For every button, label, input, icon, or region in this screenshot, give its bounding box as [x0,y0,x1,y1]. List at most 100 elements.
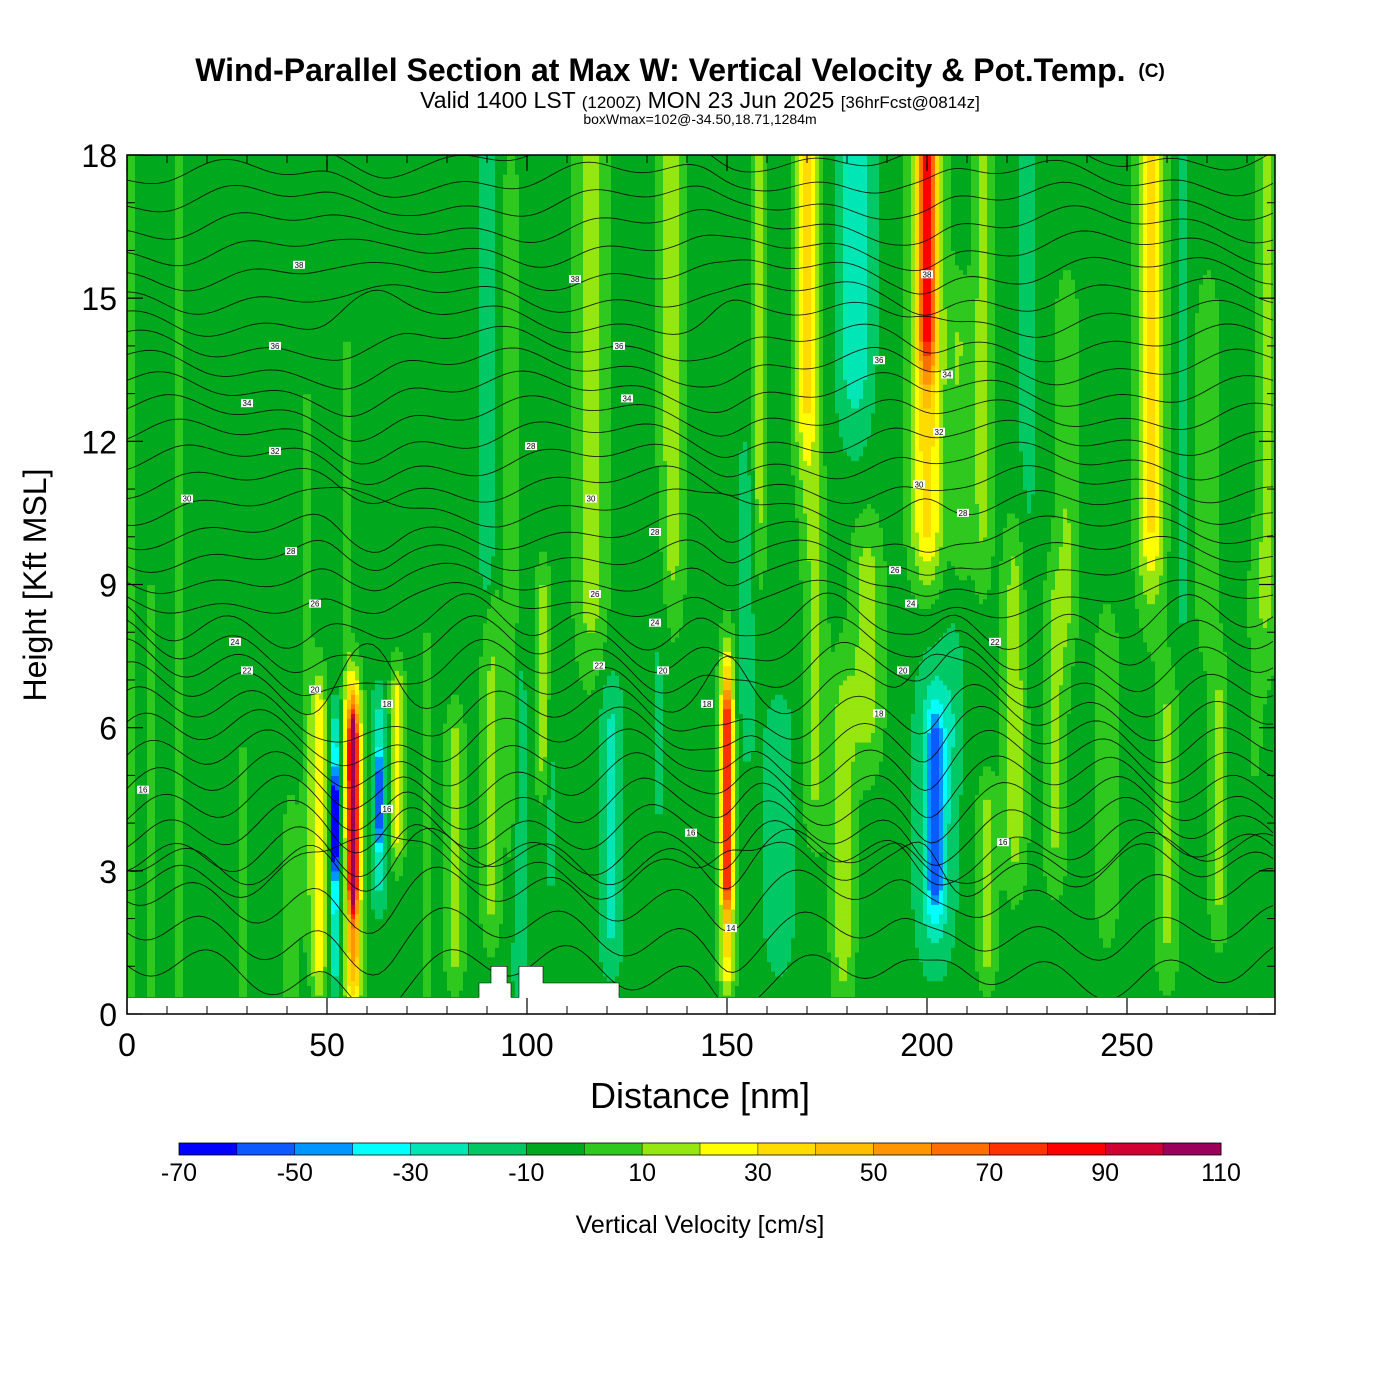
field-cell [495,866,504,872]
field-cell [819,770,836,776]
field-cell [975,899,984,905]
field-cell [735,951,740,958]
field-cell [535,713,540,719]
field-cell [939,722,944,729]
field-cell [947,971,980,977]
field-cell [739,823,764,829]
field-cell [839,961,848,967]
field-cell [431,956,444,963]
field-cell [431,808,444,815]
field-cell [607,827,616,834]
field-cell [1031,746,1044,753]
field-cell [343,866,348,872]
field-cell [315,875,324,881]
field-cell [975,856,984,862]
field-cell [487,784,496,791]
field-cell [391,713,396,719]
field-cell [431,799,444,805]
field-cell [487,813,496,819]
field-cell [735,703,740,710]
field-cell [135,842,148,848]
field-cell [739,846,764,853]
field-cell [147,827,156,834]
field-cell [303,718,308,724]
field-cell [791,746,804,753]
field-cell [127,904,136,910]
field-cell [247,856,284,862]
field-cell [1171,856,1180,862]
field-cell [515,880,528,886]
field-cell [803,718,812,724]
field-cell [835,813,852,819]
field-cell [155,708,176,714]
field-cell [183,851,240,858]
field-cell [147,799,156,805]
field-cell [371,737,376,743]
field-cell [983,951,992,958]
field-cell [447,985,464,991]
field-cell [835,703,876,710]
field-cell [715,832,720,839]
field-cell [599,827,608,834]
field-cell [943,756,948,762]
field-cell [811,718,820,724]
field-cell [423,751,432,757]
field-cell [959,846,976,853]
field-cell [315,851,324,858]
field-cell [763,770,792,776]
field-cell [1059,799,1068,805]
field-cell [931,804,940,810]
field-cell [527,737,536,743]
field-cell [1155,703,1164,710]
field-cell [323,923,328,929]
field-cell [763,823,796,829]
field-cell [1095,899,1120,905]
field-cell [183,889,240,896]
field-cell [331,775,340,781]
field-cell [155,842,176,848]
field-cell [1251,756,1260,762]
field-cell [507,846,512,853]
field-cell [731,861,736,867]
field-cell [347,947,352,953]
field-cell [135,923,148,929]
field-cell [351,737,356,743]
field-cell [315,761,324,767]
field-cell [1031,784,1044,791]
field-cell [939,880,944,886]
field-cell [607,751,616,757]
field-cell [555,856,600,862]
field-cell [363,913,368,920]
field-cell [999,909,1096,915]
field-cell [339,784,344,791]
field-cell [363,722,368,729]
field-cell [927,784,932,791]
field-cell [527,971,604,977]
field-cell [1263,722,1275,729]
field-cell [767,942,792,948]
field-cell [347,899,352,905]
field-cell [527,804,548,810]
field-cell [495,889,504,896]
field-cell [1043,780,1052,786]
field-cell [375,842,384,848]
field-cell [527,961,604,967]
field-cell [371,799,376,805]
field-cell [363,985,368,991]
field-cell [623,913,716,920]
field-cell [351,913,356,920]
field-cell [371,856,376,862]
field-cell [479,880,488,886]
field-cell [443,866,452,872]
field-cell [135,756,148,762]
field-cell [851,894,860,901]
field-cell [527,932,600,939]
field-cell [975,909,984,915]
field-cell [503,918,516,924]
field-cell [339,899,344,905]
field-cell [155,789,176,796]
field-cell [331,789,340,796]
field-cell [1223,861,1228,867]
field-cell [459,875,468,881]
field-cell [407,837,424,843]
